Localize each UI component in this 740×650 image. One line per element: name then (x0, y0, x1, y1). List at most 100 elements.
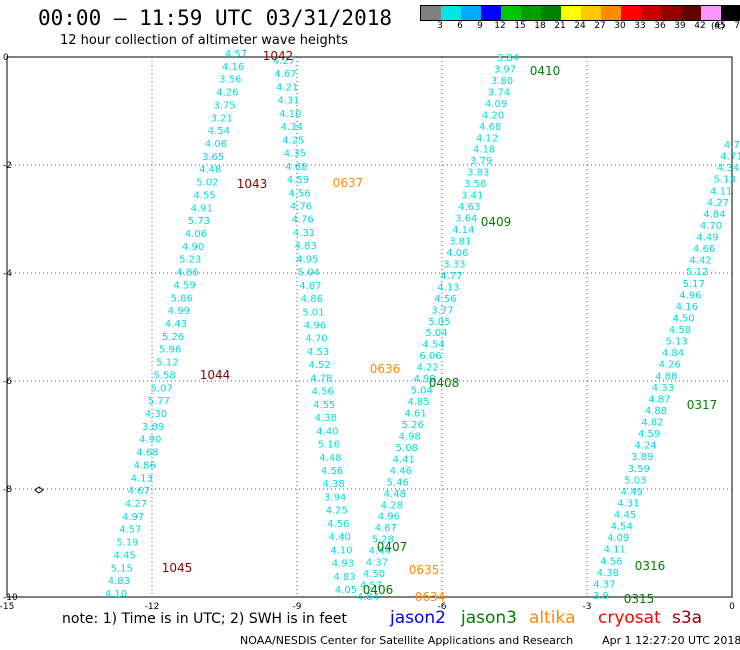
pass-time-label: 0316 (635, 559, 666, 573)
footer-credit: NOAA/NESDIS Center for Satellite Applica… (240, 634, 740, 647)
swh-value: 4.96 (679, 290, 701, 301)
color-swatch (621, 6, 641, 20)
swh-value: 4.87 (648, 394, 670, 405)
pass-time-label: 0408 (429, 376, 460, 390)
swh-value: 5.04 (298, 268, 320, 279)
swh-value: 4.05 (335, 585, 357, 596)
color-scale-tick: 45 (714, 21, 726, 31)
swh-value: 4.53 (307, 347, 329, 358)
swh-value: 4.14 (452, 225, 474, 236)
swh-value: 3.59 (628, 464, 650, 475)
longitude-tick-label: -12 (145, 602, 160, 612)
pass-time-label: 1045 (162, 561, 193, 575)
swh-value: 4.56 (312, 387, 334, 398)
swh-value: 5.16 (318, 440, 340, 451)
swh-value: 4.48 (319, 453, 341, 464)
color-scale-tick: 12 (494, 21, 506, 31)
swh-value: 4.31 (617, 498, 639, 509)
footnote: note: 1) Time is in UTC; 2) SWH is in fe… (62, 611, 348, 627)
longitude-tick-label: -3 (583, 602, 592, 612)
swh-value: 4.25 (326, 506, 348, 517)
swh-value: 4.56 (434, 294, 456, 305)
color-scale-tick: 18 (534, 21, 546, 31)
color-swatch (641, 6, 661, 20)
swh-value: 4.56 (321, 466, 343, 477)
swh-value: 3.64 (455, 214, 477, 225)
swh-value: 4.10 (279, 109, 301, 120)
swh-value: 4.90 (139, 435, 161, 446)
swh-value: 4.66 (693, 244, 715, 255)
pass-time-label: 0635 (409, 563, 440, 577)
color-swatch (601, 6, 621, 20)
swh-value: 4.83 (108, 576, 130, 587)
swh-value: 5.07 (151, 383, 173, 394)
swh-value: 4.98 (399, 431, 421, 442)
color-scale-tick: 15 (514, 21, 526, 31)
credit-text: NOAA/NESDIS Center for Satellite Applica… (240, 634, 574, 647)
swh-value: 4.70 (305, 334, 327, 345)
color-scale-tick: 6 (457, 21, 463, 31)
color-swatch (661, 6, 681, 20)
swh-value: 4.40 (316, 426, 338, 437)
swh-value: 4.48 (384, 489, 406, 500)
swh-value: 5.26 (402, 420, 424, 431)
swh-value: 3.79 (470, 156, 492, 167)
swh-value: 4.68 (285, 162, 307, 173)
color-scale-tick: 21 (554, 21, 566, 31)
map-grid (7, 57, 732, 597)
pass-time-label: 1044 (200, 368, 231, 382)
pass-time-label: 0636 (370, 362, 401, 376)
swh-value: 5.15 (111, 563, 133, 574)
swh-value: 4.28 (381, 500, 403, 511)
swh-value: 3.83 (467, 168, 489, 179)
swh-value: 3.84 (497, 53, 519, 64)
pass-time-label: 0410 (530, 64, 561, 78)
pass-time-label: 0409 (481, 215, 512, 229)
swh-value: 4.44 (369, 546, 391, 557)
swh-value: 4.85 (408, 397, 430, 408)
swh-value: 4.55 (313, 400, 335, 411)
swh-value: 4.54 (610, 522, 632, 533)
swh-value: 4.45 (113, 550, 135, 561)
swh-value: 4.67 (128, 486, 150, 497)
color-scale-tick: 36 (654, 21, 666, 31)
longitude-tick-label: -15 (0, 602, 14, 612)
swh-value: 4.67 (375, 523, 397, 534)
swh-value: 5.13 (665, 337, 687, 348)
swh-value: 4.97 (122, 512, 144, 523)
swh-value: 4.09 (607, 533, 629, 544)
legend-jason2: jason2 (390, 608, 446, 628)
swh-value: 3.75 (213, 100, 235, 111)
swh-value: 5.03 (624, 475, 646, 486)
swh-value: 4.91 (191, 203, 213, 214)
swh-value: 4.56 (288, 188, 310, 199)
pass-time-label: 0637 (333, 176, 364, 190)
swh-value: 4.31 (278, 96, 300, 107)
color-scale-tick: 70 (734, 21, 740, 31)
swh-value: 4.35 (284, 149, 306, 160)
swh-value: 4.30 (145, 409, 167, 420)
swh-value: 4.84 (662, 348, 684, 359)
swh-value: 3.21 (211, 113, 233, 124)
longitude-tick-label: 0 (729, 602, 735, 612)
swh-value: 4.25 (282, 135, 304, 146)
color-scale-bar (420, 5, 740, 21)
swh-value: 4.70 (700, 221, 722, 232)
color-swatch (561, 6, 581, 20)
swh-value: 4.20 (482, 110, 504, 121)
swh-value: 4.33 (652, 383, 674, 394)
swh-value: 4.88 (655, 371, 677, 382)
swh-value: 4.83 (333, 572, 355, 583)
swh-value: 4.99 (413, 374, 435, 385)
swh-value: 3.65 (202, 152, 224, 163)
swh-value: 5.17 (683, 279, 705, 290)
swh-value: 4.10 (105, 589, 127, 600)
swh-value: 4.34 (281, 122, 303, 133)
color-scale-tick: 42 (694, 21, 706, 31)
swh-value: 5.86 (171, 293, 193, 304)
swh-value: 4.57 (119, 525, 141, 536)
generated-timestamp: Apr 1 12:27:20 UTC 2018 (602, 634, 740, 647)
swh-value: 4.37 (366, 558, 388, 569)
swh-value: 4.48 (199, 165, 221, 176)
